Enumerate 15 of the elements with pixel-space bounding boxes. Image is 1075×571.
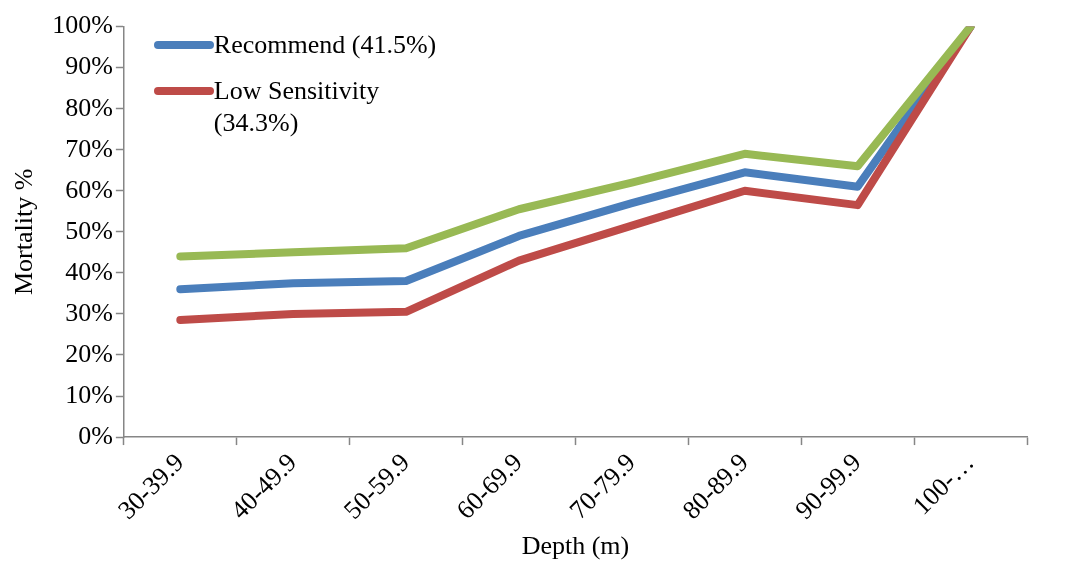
y-tick-label: 80% bbox=[65, 92, 113, 122]
y-tick-label: 30% bbox=[65, 297, 113, 327]
y-tick-label: 20% bbox=[65, 338, 113, 368]
legend-label: Recommend (41.5%) bbox=[213, 28, 438, 61]
y-tick-label: 0% bbox=[78, 420, 113, 450]
y-tick-label: 70% bbox=[65, 133, 113, 163]
y-tick-label: 100% bbox=[52, 10, 113, 40]
legend-label: Low Sensitivity (34.3%) bbox=[213, 74, 381, 139]
y-tick-label: 40% bbox=[65, 256, 113, 286]
y-axis-title: Mortality % bbox=[9, 168, 39, 296]
y-tick-label: 60% bbox=[65, 174, 113, 204]
x-axis-title: Depth (m) bbox=[521, 531, 630, 561]
y-tick-label: 10% bbox=[65, 379, 113, 409]
y-tick-label: 50% bbox=[65, 215, 113, 245]
y-tick-label: 90% bbox=[65, 51, 113, 81]
